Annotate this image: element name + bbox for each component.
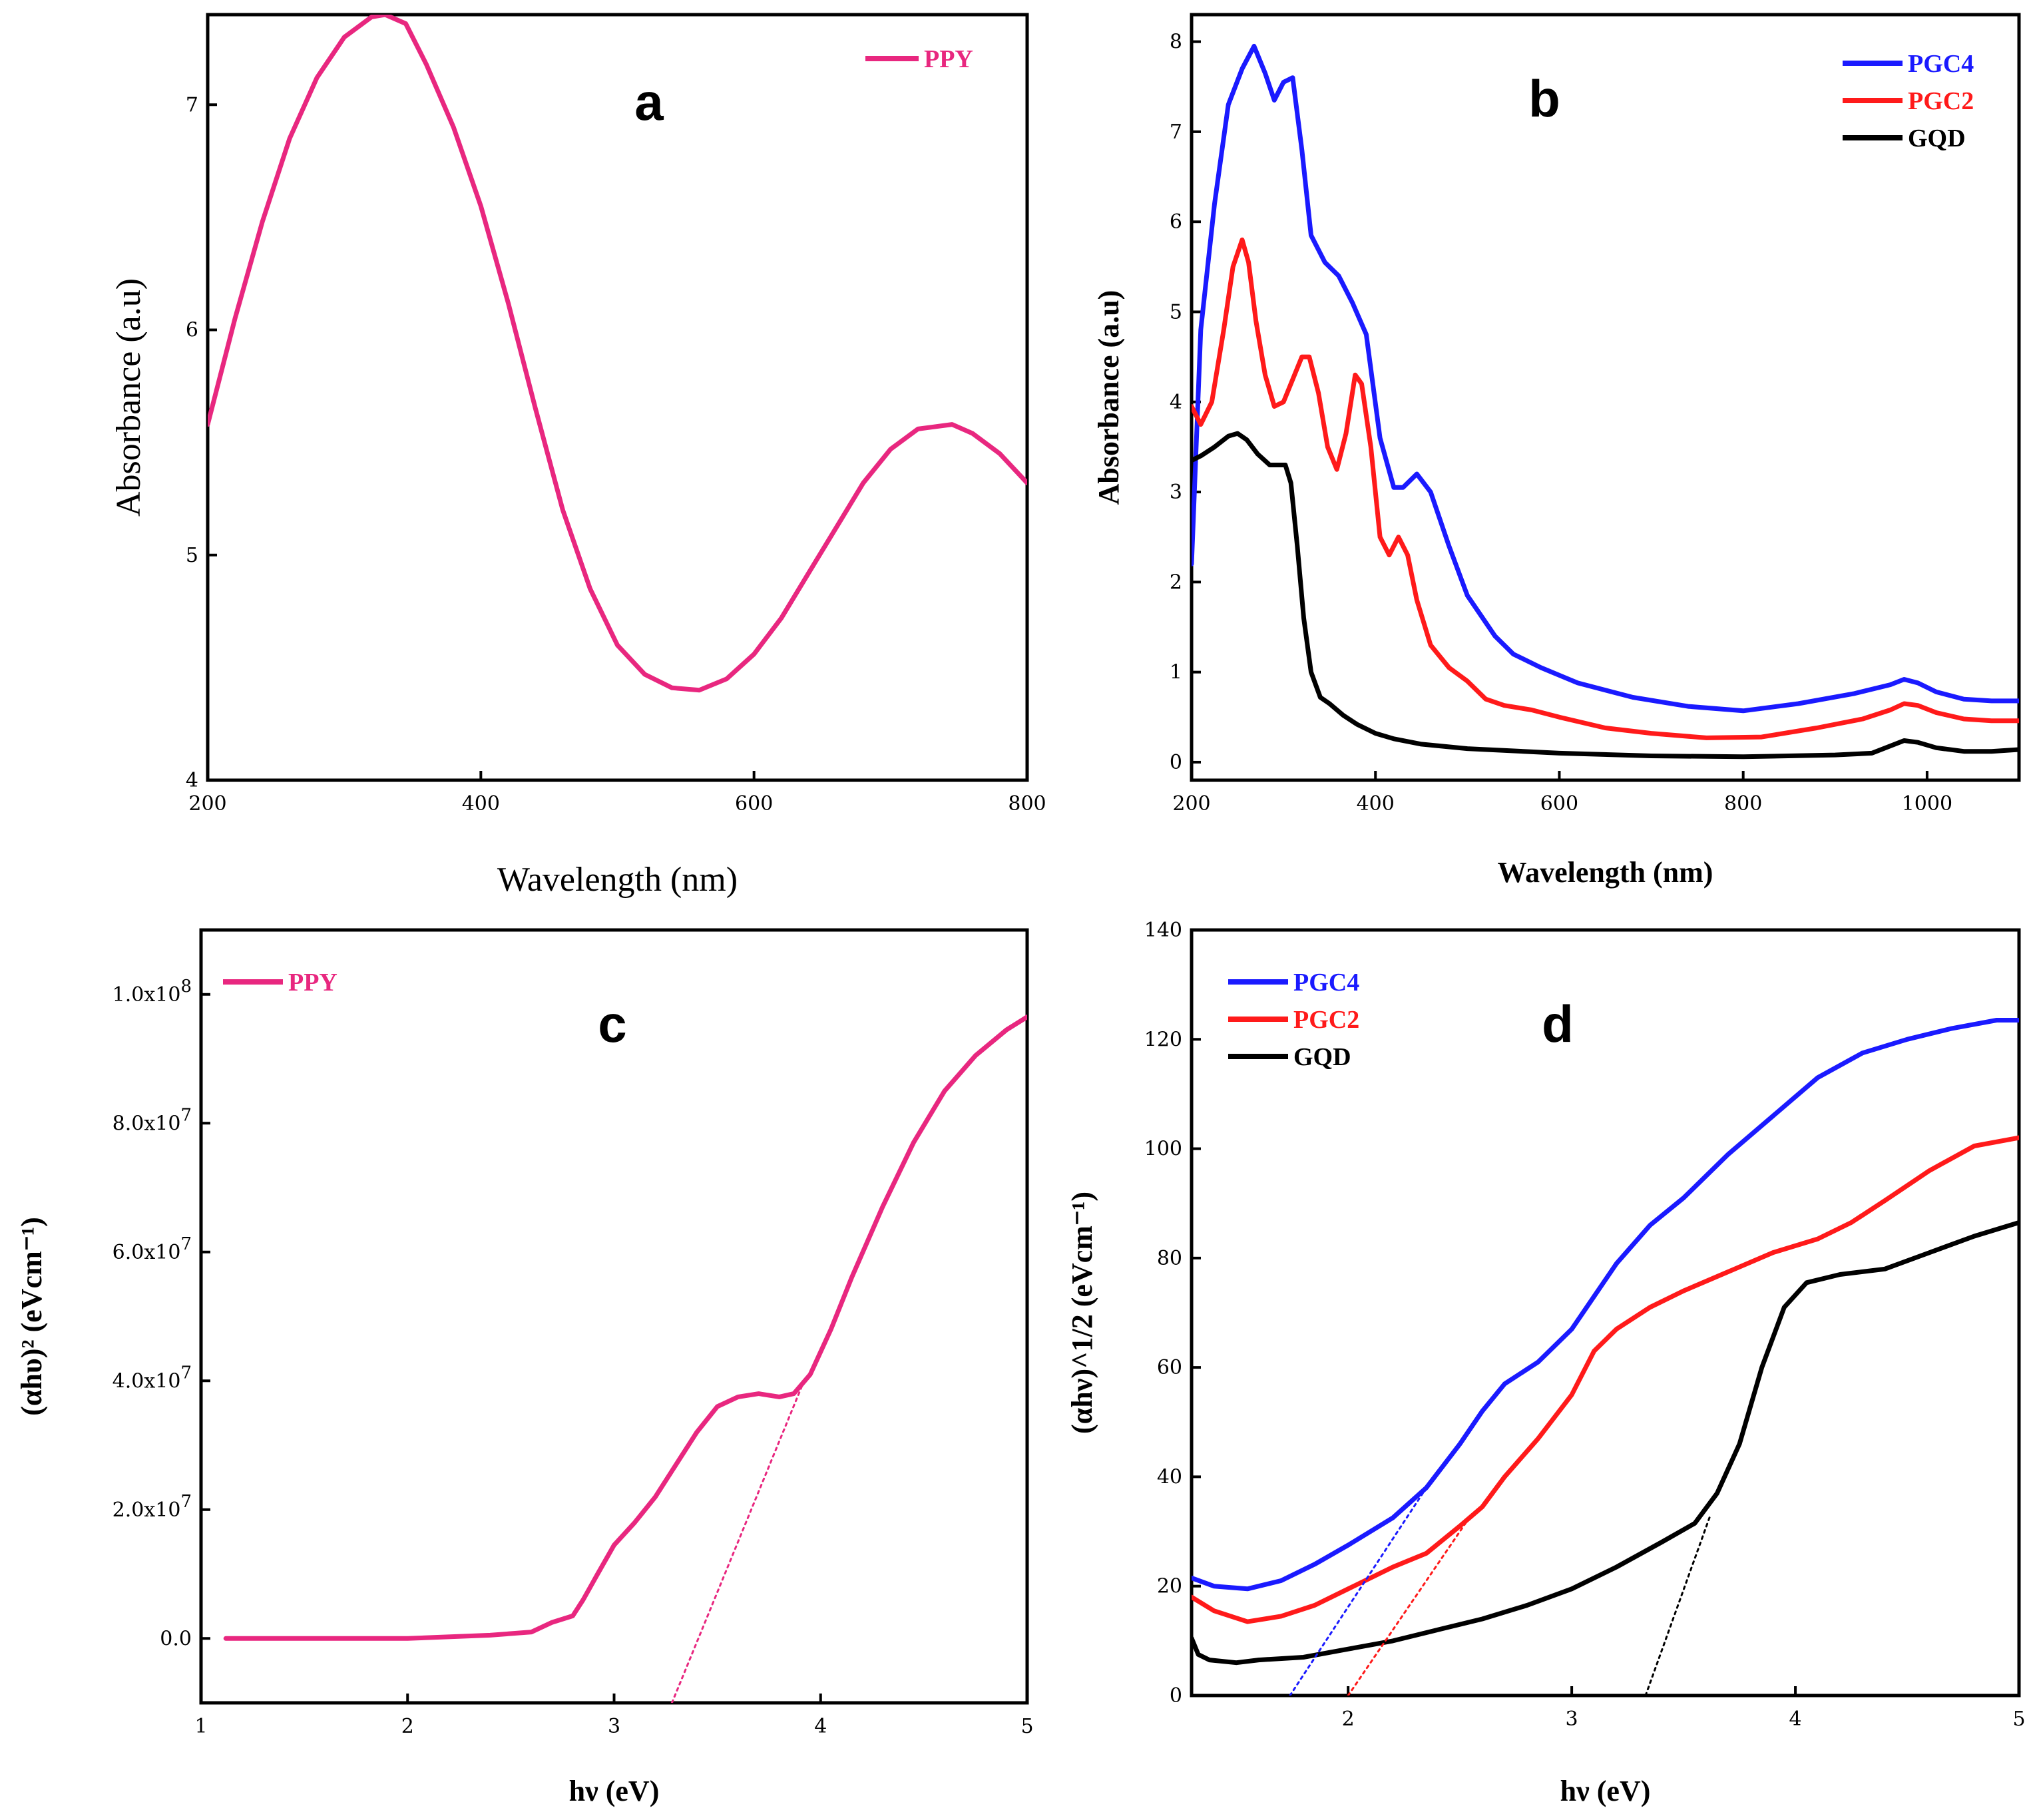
x-tick-label: 200	[1172, 792, 1210, 815]
panel-letter: b	[1528, 69, 1560, 128]
y-tick-label: 4	[186, 769, 198, 792]
legend-label: PGC2	[1908, 87, 1974, 115]
y-tick-label: 6	[1170, 210, 1182, 234]
y-tick-label: 1	[1170, 661, 1182, 684]
panel-letter: c	[598, 995, 626, 1053]
series-line-gqd	[1192, 1220, 2019, 1666]
x-tick-label: 5	[2012, 1707, 2025, 1731]
legend-label: PGC4	[1908, 50, 1974, 78]
plot-frame	[1190, 928, 2021, 1698]
x-tick-label: 2	[1342, 1707, 1355, 1731]
x-tick-label: 400	[462, 792, 500, 815]
legend-label: PPY	[924, 45, 973, 73]
x-tick-label: 800	[1724, 792, 1762, 815]
y-tick-base: 6.0x10	[113, 1241, 181, 1264]
y-tick-label: 0	[1170, 1684, 1182, 1707]
series-line-ppy	[208, 15, 1027, 693]
y-tick-label: 5	[186, 544, 198, 567]
legend-label: GQD	[1908, 124, 1966, 152]
x-tick-label: 600	[1540, 792, 1578, 815]
y-tick-exponent: 7	[180, 1363, 192, 1383]
y-tick-label: 2.0x107	[113, 1492, 192, 1522]
y-tick-label: 0.0	[160, 1627, 192, 1650]
y-tick-base: 1.0x10	[113, 983, 181, 1007]
x-axis-title: Wavelength (nm)	[1498, 856, 1713, 889]
y-axis-title: (αhν)^1/2 (eVcm⁻¹)	[1066, 1192, 1098, 1434]
panel-d: 2 3 4 5 0 20 40 60 80 100 120 140 hν (eV) (αhν)^1/2 (…	[1066, 919, 2026, 1807]
tangent-line	[670, 1379, 805, 1703]
panel-c: 1 2 3 4 50.02.0x1074.0x1076.0x1078.0x1071.0x…	[15, 928, 1034, 1807]
y-tick-exponent: 7	[180, 1492, 192, 1512]
y-tick-exponent: 8	[180, 977, 192, 997]
series-line-pgc4	[1192, 43, 2019, 714]
x-tick-label: 1	[194, 1715, 207, 1738]
y-tick-label: 80	[1157, 1247, 1182, 1270]
legend-label: PGC2	[1293, 1006, 1359, 1034]
series-line-pgc4	[1192, 1018, 2019, 1592]
x-tick-label: 800	[1008, 792, 1046, 815]
x-tick-label: 3	[608, 1715, 620, 1738]
y-tick-base: 4.0x10	[113, 1369, 181, 1393]
x-tick-label: 200	[188, 792, 226, 815]
x-tick-label: 400	[1357, 792, 1395, 815]
y-tick-label: 120	[1144, 1028, 1182, 1051]
y-tick-label: 6	[186, 319, 198, 342]
x-axis-title: hν (eV)	[1560, 1775, 1651, 1807]
series-line-ppy	[223, 1015, 1027, 1641]
y-tick-label: 20	[1157, 1575, 1182, 1598]
x-tick-label: 2	[401, 1715, 414, 1738]
y-tick-base: 0.0	[160, 1627, 192, 1650]
x-tick-label: 4	[1789, 1707, 1802, 1731]
y-tick-label: 2	[1170, 570, 1182, 594]
tangent-line	[1644, 1514, 1711, 1696]
y-tick-label: 140	[1144, 919, 1182, 942]
panel-letter: d	[1542, 995, 1574, 1053]
tangent-line	[1347, 1514, 1472, 1696]
y-tick-label: 0	[1170, 751, 1182, 774]
series-line-gqd	[1192, 431, 2019, 760]
legend-label: PPY	[288, 969, 338, 997]
y-tick-label: 7	[1170, 120, 1182, 144]
tangent-line	[1289, 1486, 1428, 1696]
x-tick-label: 5	[1020, 1715, 1033, 1738]
x-axis-title: Wavelength (nm)	[497, 861, 738, 899]
y-tick-label: 8	[1170, 31, 1182, 54]
y-tick-label: 3	[1170, 481, 1182, 504]
y-axis-title: Absorbance (a.u)	[110, 278, 148, 517]
x-tick-label: 4	[814, 1715, 827, 1738]
series-line-pgc2	[1192, 1135, 2019, 1624]
y-tick-label: 5	[1170, 300, 1182, 324]
y-tick-label: 7	[186, 93, 198, 116]
x-tick-label: 3	[1566, 1707, 1578, 1731]
panel-b: 200 400 600 800 1000 0 1 2 3 4 5 6 7 8 Wavelength (nm)…	[1092, 13, 2021, 889]
legend-label: PGC4	[1293, 969, 1359, 997]
y-tick-label: 4	[1170, 391, 1182, 414]
y-tick-label: 4.0x107	[113, 1363, 192, 1393]
x-tick-label: 600	[735, 792, 773, 815]
plot-frame	[1190, 13, 2021, 782]
x-tick-label: 1000	[1902, 792, 1952, 815]
series-line-pgc2	[1192, 237, 2019, 740]
y-tick-exponent: 7	[180, 1105, 192, 1125]
y-tick-base: 8.0x10	[113, 1112, 181, 1135]
plot-frame	[206, 13, 1029, 782]
y-tick-label: 100	[1144, 1138, 1182, 1161]
x-axis-title: hν (eV)	[569, 1775, 660, 1807]
y-tick-label: 40	[1157, 1465, 1182, 1488]
y-tick-base: 2.0x10	[113, 1498, 181, 1522]
y-tick-label: 1.0x108	[113, 977, 192, 1007]
y-tick-label: 6.0x107	[113, 1234, 192, 1264]
y-axis-title: Absorbance (a.u)	[1092, 290, 1125, 505]
y-tick-label: 60	[1157, 1356, 1182, 1379]
y-axis-title: (αhυ)² (eVcm⁻¹)	[15, 1217, 48, 1416]
panel-a: 200 400 600 800 4 5 6 7 Wavelength (nm) Absorbanc…	[110, 13, 1046, 899]
y-tick-label: 8.0x107	[113, 1105, 192, 1135]
y-tick-exponent: 7	[180, 1234, 192, 1254]
panel-letter: a	[634, 73, 664, 131]
legend-label: GQD	[1293, 1043, 1351, 1071]
